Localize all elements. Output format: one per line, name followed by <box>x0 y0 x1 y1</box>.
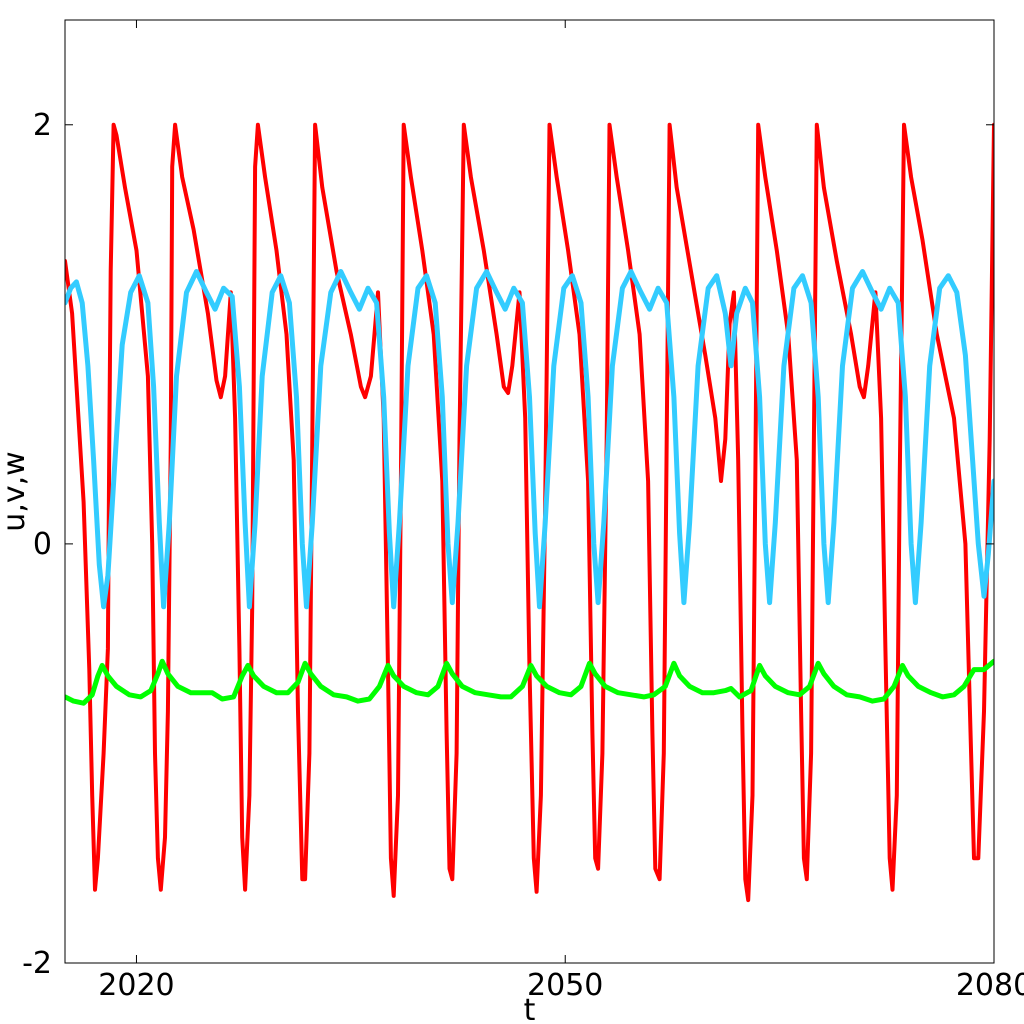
x-tick-label: 2020 <box>98 968 174 1003</box>
series-layer <box>65 122 994 903</box>
y-tick-label: -2 <box>22 946 52 981</box>
plot-frame <box>64 19 995 964</box>
series-line-w <box>65 658 994 706</box>
series-line-v <box>65 269 994 610</box>
x-tick-label: 2050 <box>527 968 603 1003</box>
tick-layer: 2020 2050 2080 -2 0 2 <box>22 20 1024 1003</box>
x-axis-label: t <box>524 993 536 1024</box>
y-tick-label: 2 <box>33 108 52 143</box>
y-axis-label: u,v,w <box>0 451 32 531</box>
y-tick-label: 0 <box>33 527 52 562</box>
series-line-u <box>65 122 994 903</box>
x-tick-label: 2080 <box>956 968 1024 1003</box>
